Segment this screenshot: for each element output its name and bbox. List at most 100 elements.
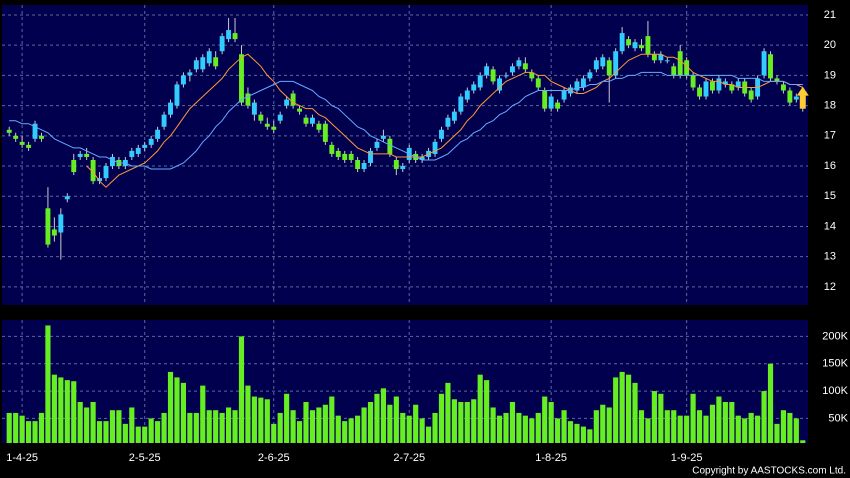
volume-bar <box>677 415 683 443</box>
y-tick-label: 50K <box>828 412 848 424</box>
candle-body <box>458 96 464 112</box>
volume-bar <box>658 393 664 443</box>
candle-body <box>264 123 270 127</box>
volume-bar <box>135 426 141 443</box>
candle-body <box>368 150 373 164</box>
candle-body <box>787 90 793 103</box>
candle-body <box>380 135 386 139</box>
volume-bar <box>258 397 264 443</box>
volume-bar <box>664 410 670 443</box>
candle-body <box>464 90 470 100</box>
volume-bar <box>696 410 703 443</box>
volume-bar <box>503 412 509 443</box>
volume-bar <box>45 325 51 443</box>
y-tick-label: 18 <box>824 100 836 112</box>
candle-body <box>180 75 186 85</box>
candle-body <box>529 72 535 79</box>
volume-bar <box>529 418 535 443</box>
volume-bar <box>438 393 445 443</box>
candle-body <box>342 153 348 160</box>
candle-body <box>445 117 451 127</box>
volume-bar <box>226 407 232 443</box>
volume-bar <box>90 402 96 443</box>
volume-bar <box>232 410 238 443</box>
candle-body <box>574 81 580 91</box>
volume-bar <box>13 412 19 443</box>
candle-body <box>361 163 367 170</box>
volume-bar <box>458 402 464 443</box>
candle-body <box>471 84 477 91</box>
volume-bar <box>200 385 206 443</box>
candle-body <box>245 93 251 106</box>
candle-body <box>419 156 425 160</box>
last-price-marker <box>796 86 809 109</box>
volume-bar <box>335 415 341 443</box>
candle-body <box>58 214 64 233</box>
candle-body <box>619 33 625 52</box>
volume-bar <box>464 402 470 443</box>
volume-bar <box>271 423 277 443</box>
volume-bar <box>671 410 677 443</box>
volume-bar <box>780 410 786 443</box>
y-tick-label: 21 <box>824 9 836 21</box>
volume-bar <box>535 412 541 443</box>
candle-body <box>19 141 25 145</box>
candle-body <box>400 166 406 170</box>
candle-body <box>322 123 328 142</box>
candle-body <box>722 81 728 85</box>
candle-body <box>71 159 77 173</box>
x-tick-label: 1-4-25 <box>6 452 38 464</box>
candle-body <box>13 135 19 139</box>
x-tick-label: 2-5-25 <box>129 452 161 464</box>
candle-body <box>213 57 219 67</box>
y-tick-label: 150K <box>822 358 848 370</box>
volume-bar <box>703 415 709 443</box>
volume-bar <box>174 377 180 443</box>
candle-body <box>510 66 515 73</box>
volume-bar <box>567 421 574 443</box>
candle-body <box>251 102 257 115</box>
candle-body <box>239 54 244 103</box>
volume-bar <box>251 396 257 443</box>
volume-bar <box>690 393 696 443</box>
candle-body <box>748 90 754 100</box>
candle-body <box>284 99 290 106</box>
volume-bar <box>548 402 554 443</box>
volume-bar <box>309 410 316 443</box>
volume-bar <box>419 418 425 443</box>
volume-bar <box>748 412 754 443</box>
candle-body <box>393 159 399 170</box>
y-tick-label: 100K <box>822 385 848 397</box>
candle-body <box>587 72 593 79</box>
candle-body <box>219 36 225 52</box>
candle-body <box>226 30 232 40</box>
volume-bar <box>38 412 45 443</box>
candle-body <box>39 135 44 139</box>
candle-body <box>187 72 193 76</box>
candle-body <box>387 138 393 154</box>
y-tick-label: 16 <box>824 160 836 172</box>
candle-body <box>161 114 167 127</box>
x-tick-label: 1-9-25 <box>671 452 703 464</box>
volume-bar <box>484 380 490 443</box>
volume-bar <box>51 374 57 443</box>
volume-bar <box>180 382 186 443</box>
candle-body <box>780 84 786 91</box>
y-tick-label: 14 <box>824 220 836 232</box>
volume-bar <box>787 412 793 443</box>
candle-body <box>84 153 90 157</box>
candle-body <box>277 114 283 121</box>
volume-bar <box>561 410 567 443</box>
volume-bar <box>580 426 586 443</box>
y-tick-label: 15 <box>824 190 836 202</box>
volume-bar <box>19 415 25 443</box>
volume-bar <box>742 418 748 443</box>
volume-bar <box>193 412 199 443</box>
candle-body <box>522 63 528 70</box>
candle-body <box>716 78 722 91</box>
candle-body <box>64 196 70 200</box>
y-tick-label: 13 <box>824 251 836 263</box>
candle-body <box>439 129 444 139</box>
volume-bar <box>355 415 361 443</box>
